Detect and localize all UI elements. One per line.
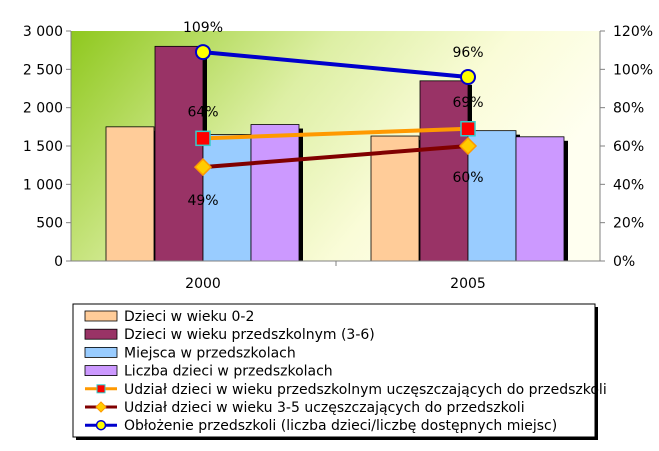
series-marker-square [195,130,211,147]
series-line [202,144,469,170]
legend-marker-diamond [95,401,107,413]
data-label: 109% [183,20,223,36]
data-label: 96% [452,45,483,61]
left-axis-tick-label: 2 500 [23,62,63,78]
bar [515,136,565,262]
bar-layer [105,45,568,262]
series-marker-diamond [458,136,478,156]
bar [105,126,155,262]
legend-label: Obłożenie przedszkoli (liczba dzieci/lic… [124,418,557,434]
series-marker-diamond [193,158,213,177]
legend-marker-square [96,384,106,394]
x-axis-tick-label: 2005 [450,276,486,292]
legend-swatch [84,310,118,322]
right-axis-tick-label: 40% [613,177,644,193]
series-marker-circle [460,69,476,85]
data-label: 49% [187,193,218,209]
x-axis-tick-label: 2000 [185,276,221,292]
legend-swatch [84,346,118,358]
series-marker-circle [195,44,211,61]
data-label: 69% [452,95,483,111]
series-line [202,50,469,79]
legend-box [72,303,596,438]
legend-label: Miejsca w przedszkolach [124,345,296,361]
right-axis-tick-label: 100% [613,62,653,78]
legend-swatch [84,328,118,340]
bar [419,80,469,262]
right-axis-tick-label: 0% [613,254,635,270]
line-layer: 64% 69% 49% 60% 109% 96% [183,20,484,209]
left-axis-tick-label: 2 000 [23,101,63,117]
legend-label: Liczba dzieci w przedszkolach [124,364,333,380]
legend-label: Udział dzieci w wieku 3-5 uczęszczającyc… [124,400,525,416]
legend-swatch [84,365,118,377]
left-axis-tick-label: 500 [36,216,63,232]
legend: Dzieci w wieku 0-2 Dzieci w wieku przedsz… [72,303,607,440]
legend-label: Dzieci w wieku 0-2 [124,309,254,325]
bar [467,130,517,262]
legend-marker-circle [95,419,107,431]
data-label: 60% [452,170,483,186]
right-axis-tick-label: 20% [613,216,644,232]
series-line [202,126,469,141]
right-axis-tick-label: 60% [613,139,644,155]
axes: 0 500 1 000 1 500 2 000 2 500 3 000 0% 20% 40% 60%… [23,24,653,292]
left-axis-tick-label: 3 000 [23,24,63,40]
left-axis-tick-label: 1 000 [23,177,63,193]
series-marker-square [460,121,476,137]
right-axis-tick-label: 80% [613,101,644,117]
right-axis-tick-label: 120% [613,24,653,40]
data-label: 64% [187,104,218,120]
legend-label: Dzieci w wieku przedszkolnym (3-6) [124,327,375,343]
bar [154,45,204,262]
left-axis-tick-label: 1 500 [23,139,63,155]
left-axis-tick-label: 0 [54,254,63,270]
legend-label: Udział dzieci w wieku przedszkolnym uczę… [124,382,607,398]
bar [250,124,300,262]
